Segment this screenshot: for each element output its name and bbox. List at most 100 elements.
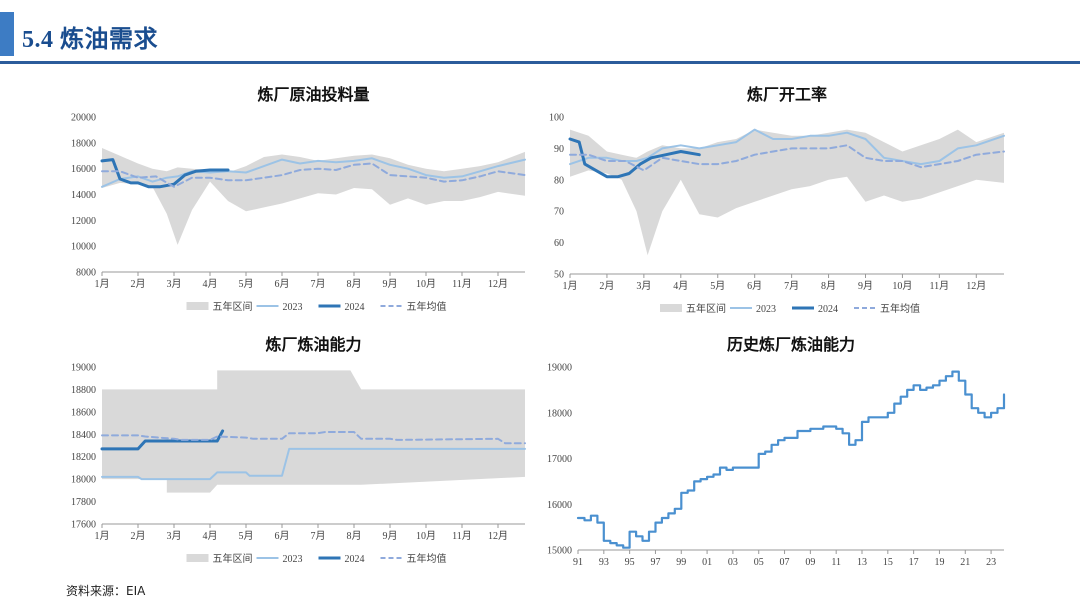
y-tick-label: 18000 bbox=[547, 408, 572, 419]
y-tick-label: 20000 bbox=[71, 113, 96, 124]
legend-2023: 2023 bbox=[256, 302, 303, 313]
y-tick-label: 60 bbox=[554, 238, 564, 249]
series-2023 bbox=[101, 447, 526, 481]
y-tick-label: 18200 bbox=[71, 452, 96, 463]
x-tick-label: 11月 bbox=[452, 278, 472, 290]
y-tick-label: 18000 bbox=[71, 138, 96, 149]
y-tick-label: 70 bbox=[554, 207, 564, 218]
y-tick-label: 14000 bbox=[71, 190, 96, 201]
x-tick-label: 1月 bbox=[95, 530, 110, 542]
x-tick-label: 8月 bbox=[347, 530, 362, 542]
chart-refining-capacity: 炼厂炼油能力 17600 17800 18000 18200 18400 18600 1880… bbox=[71, 335, 526, 565]
source-note: 资料来源：EIA bbox=[66, 584, 146, 598]
x-tick-label: 7月 bbox=[311, 278, 326, 290]
series-five-year-avg bbox=[101, 431, 526, 445]
x-tick-label: 6月 bbox=[275, 278, 290, 290]
legend-2024: 2024 bbox=[318, 554, 365, 565]
x-tick-label: 12月 bbox=[488, 530, 508, 542]
chart-title: 炼厂炼油能力 bbox=[265, 335, 361, 354]
x-tick-label: 21 bbox=[960, 557, 970, 568]
legend-five-year-avg: 五年均值 bbox=[854, 302, 920, 315]
y-tick-label: 90 bbox=[554, 144, 564, 155]
x-tick-label: 91 bbox=[573, 557, 583, 568]
x-tick-label: 4月 bbox=[203, 278, 218, 290]
legend-label: 2024 bbox=[345, 554, 365, 565]
y-tick-label: 50 bbox=[554, 270, 564, 281]
legend-swatch bbox=[186, 554, 209, 562]
legend-2024: 2024 bbox=[318, 302, 365, 313]
y-tick-label: 16000 bbox=[71, 164, 96, 175]
legend-label: 2023 bbox=[283, 554, 303, 565]
y-tick-label: 15000 bbox=[547, 546, 572, 557]
legend-five-year-range: 五年区间 bbox=[660, 302, 726, 315]
chart-title: 炼厂原油投料量 bbox=[257, 85, 369, 104]
x-tick-label: 7月 bbox=[784, 280, 799, 292]
legend-five-year-range: 五年区间 bbox=[186, 552, 253, 565]
x-tick-label: 97 bbox=[650, 557, 660, 568]
x-tick-label: 7月 bbox=[311, 530, 326, 542]
legend-swatch bbox=[186, 302, 209, 310]
x-tick-label: 11月 bbox=[452, 530, 472, 542]
legend-label: 五年均值 bbox=[880, 302, 920, 315]
x-tick-label: 10月 bbox=[892, 280, 912, 292]
x-tick-label: 8月 bbox=[347, 278, 362, 290]
x-tick-label: 11 bbox=[831, 557, 841, 568]
chart-crude-runs: 炼厂原油投料量 8000 10000 12000 14000 16000 18000 2000… bbox=[71, 85, 526, 313]
x-tick-label: 17 bbox=[909, 557, 919, 568]
legend-label: 五年区间 bbox=[686, 302, 726, 315]
x-tick-label: 13 bbox=[857, 557, 867, 568]
x-tick-label: 2月 bbox=[599, 280, 614, 292]
chart-title: 炼厂开工率 bbox=[747, 85, 827, 104]
series-five-year-avg bbox=[569, 144, 1005, 172]
series-2024 bbox=[568, 137, 701, 179]
x-tick-label: 3月 bbox=[167, 530, 182, 542]
x-tick-label: 9月 bbox=[858, 280, 873, 292]
y-tick-label: 18400 bbox=[71, 430, 96, 441]
x-tick-label: 12月 bbox=[966, 280, 986, 292]
y-tick-label: 12000 bbox=[71, 216, 96, 227]
chart-historical-capacity: 历史炼厂炼油能力 15000 16000 17000 18000 19000 91 93 95 9… bbox=[547, 335, 1006, 568]
chart-title: 历史炼厂炼油能力 bbox=[727, 335, 855, 354]
x-tick-label: 2月 bbox=[131, 278, 146, 290]
y-tick-label: 19000 bbox=[547, 363, 572, 374]
x-tick-label: 05 bbox=[754, 557, 764, 568]
x-tick-label: 9月 bbox=[383, 530, 398, 542]
y-tick-label: 10000 bbox=[71, 242, 96, 253]
legend-2023: 2023 bbox=[730, 304, 776, 315]
legend-label: 五年均值 bbox=[407, 300, 447, 313]
x-tick-label: 8月 bbox=[821, 280, 836, 292]
y-tick-label: 18800 bbox=[71, 385, 96, 396]
x-tick-label: 4月 bbox=[673, 280, 688, 292]
series-2024 bbox=[100, 158, 230, 189]
y-tick-label: 19000 bbox=[71, 363, 96, 374]
header-divider bbox=[0, 61, 1080, 64]
x-tick-label: 6月 bbox=[275, 530, 290, 542]
x-tick-label: 3月 bbox=[167, 278, 182, 290]
x-tick-label: 09 bbox=[805, 557, 815, 568]
series-five-year-avg bbox=[101, 162, 526, 188]
x-tick-label: 12月 bbox=[488, 278, 508, 290]
y-tick-label: 18000 bbox=[71, 475, 96, 486]
header-accent-block bbox=[0, 12, 14, 56]
legend-label: 2023 bbox=[756, 304, 776, 315]
x-tick-label: 5月 bbox=[710, 280, 725, 292]
x-tick-label: 6月 bbox=[747, 280, 762, 292]
x-tick-label: 2月 bbox=[131, 530, 146, 542]
series-2024 bbox=[100, 429, 225, 451]
y-tick-label: 100 bbox=[549, 113, 564, 124]
legend-2023: 2023 bbox=[256, 554, 303, 565]
legend-label: 五年区间 bbox=[213, 300, 253, 313]
x-tick-label: 11月 bbox=[930, 280, 950, 292]
x-tick-label: 1月 bbox=[563, 280, 578, 292]
legend-label: 2024 bbox=[818, 304, 838, 315]
legend-five-year-avg: 五年均值 bbox=[380, 552, 447, 565]
series-2023 bbox=[569, 128, 1005, 166]
y-tick-label: 18600 bbox=[71, 407, 96, 418]
x-tick-label: 19 bbox=[934, 557, 944, 568]
x-tick-label: 10月 bbox=[416, 530, 436, 542]
legend-swatch bbox=[660, 304, 682, 312]
x-tick-label: 23 bbox=[986, 557, 996, 568]
chart-utilization-rate: 炼厂开工率 50 60 70 80 90 100 1月 2月 3月 4月 5月 6月 7月 8月 9月 10月 1… bbox=[549, 85, 1005, 315]
x-tick-label: 03 bbox=[728, 557, 738, 568]
x-tick-label: 95 bbox=[625, 557, 635, 568]
